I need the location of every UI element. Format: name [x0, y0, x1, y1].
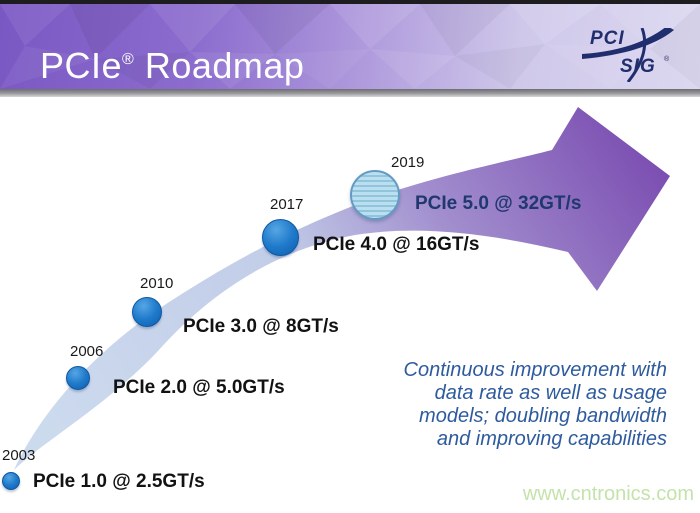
year-label-2019: 2019	[391, 154, 425, 171]
logo-text-pci: PCI	[590, 28, 625, 49]
header-divider	[0, 89, 700, 97]
milestone-dot-2003	[2, 472, 20, 490]
year-label-2006: 2006	[70, 343, 104, 360]
title-word-pcie: PCIe	[40, 45, 123, 86]
note-line-2: data rate as well as usage	[434, 382, 667, 404]
logo-registered-mark: ®	[664, 56, 670, 63]
year-label-2017: 2017	[270, 196, 304, 213]
header-banner: PCIe® Roadmap PCI SIG ®	[0, 4, 700, 89]
year-label-2003: 2003	[2, 447, 36, 464]
pci-sig-swoosh-icon	[582, 28, 674, 82]
improvement-note: Continuous improvement with data rate as…	[367, 359, 667, 451]
pci-sig-logo: PCI SIG ®	[582, 28, 678, 82]
registered-mark: ®	[122, 51, 135, 68]
year-label-2010: 2010	[140, 275, 174, 292]
watermark-text: www.cntronics.com	[522, 483, 694, 505]
milestone-dot-2006	[66, 366, 90, 390]
note-line-3: models; doubling bandwidth	[419, 405, 667, 427]
milestone-label-pcie1: PCIe 1.0 @ 2.5GT/s	[33, 471, 205, 492]
logo-text-sig: SIG	[620, 56, 656, 77]
page-title: PCIe® Roadmap	[40, 40, 304, 86]
top-dark-strip	[0, 0, 700, 4]
note-line-4: and improving capabilities	[436, 428, 667, 450]
milestone-dot-2017	[262, 219, 299, 256]
milestone-dot-2010	[132, 297, 162, 327]
milestone-dot-2019-future	[350, 170, 400, 220]
note-line-1: Continuous improvement with	[403, 359, 667, 381]
milestone-label-pcie3: PCIe 3.0 @ 8GT/s	[183, 316, 339, 337]
milestone-label-pcie5: PCIe 5.0 @ 32GT/s	[415, 193, 582, 214]
low-poly-texture	[0, 4, 700, 89]
title-word-roadmap: Roadmap	[134, 45, 305, 86]
milestone-label-pcie2: PCIe 2.0 @ 5.0GT/s	[113, 377, 285, 398]
milestone-label-pcie4: PCIe 4.0 @ 16GT/s	[313, 234, 480, 255]
